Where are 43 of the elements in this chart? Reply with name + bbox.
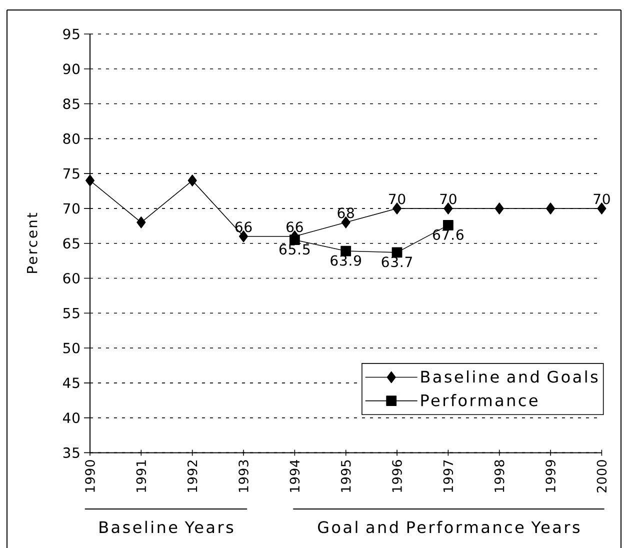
data-label: 63.7 [382,256,412,268]
x-tick-label: 1994 [290,460,300,492]
data-label: 70 [389,194,406,204]
text: Baseline Years [100,520,234,534]
point [136,216,146,228]
point [85,174,95,186]
y-tick-label: 75 [63,168,80,179]
data-label: 67.6 [433,229,464,240]
data-label: 68 [338,208,354,218]
data-label: 66 [286,222,303,232]
x-tick-label: 2000 [596,460,607,492]
x-tick-label: 1991 [136,460,146,492]
y-tick-label: 65 [63,238,80,249]
x-tick-label: 1997 [443,460,454,492]
data-label: 70 [440,194,456,204]
legend-label: Baseline and Goals [421,370,598,383]
x-tick-label: 1996 [392,460,402,492]
y-tick-label: 55 [63,308,80,318]
y-tick-label: 40 [63,412,80,424]
data-label: 66 [235,222,252,232]
data-label: 63.9 [330,255,362,266]
x-tick-label: 1998 [494,460,504,492]
x-tick-label: 1992 [187,460,198,492]
point [494,202,504,214]
y-tick-label: 50 [63,342,80,354]
y-tick-label: 60 [63,272,80,284]
y-tick-label: 95 [63,28,80,40]
y-tick-label: 85 [63,98,80,110]
y-tick-label: 45 [63,378,80,388]
point [546,202,556,214]
x-tick-label: 1990 [85,460,95,492]
y-tick-label: 35 [63,447,80,458]
x-tick-label: 1999 [546,460,556,492]
x-tick-label: 1993 [238,460,248,492]
y-tick-label: 70 [63,203,80,214]
y-tick-label: 80 [63,133,80,144]
x-tick-label: 1995 [340,460,351,492]
legend-label: Performance [421,394,538,406]
y-tick-label: 90 [63,64,80,74]
point [188,174,197,186]
text: Goal and Performance Years [318,520,580,534]
y-axis-title: Percent [26,212,38,273]
data-label: 70 [594,194,610,204]
